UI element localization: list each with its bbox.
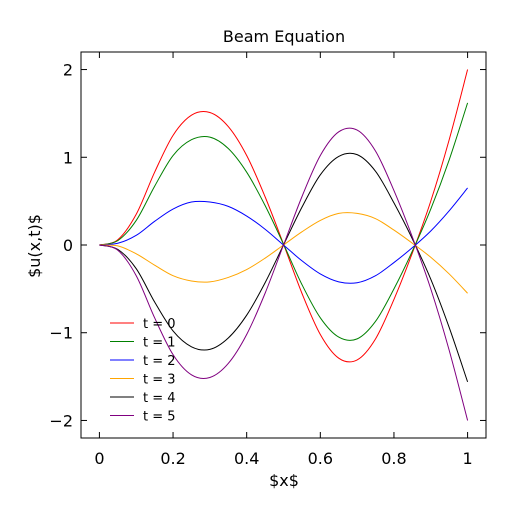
chart-title: Beam Equation <box>223 27 345 46</box>
x-tick-label: 0 <box>94 449 104 468</box>
y-tick-label: −1 <box>49 324 73 343</box>
legend-label: t = 5 <box>143 410 176 425</box>
legend-label: t = 1 <box>143 336 176 351</box>
y-axis: −2 −1 0 1 2 <box>49 61 486 430</box>
y-tick-label: 2 <box>63 61 73 80</box>
x-axis-label: $x$ <box>269 471 299 490</box>
legend: t = 0 t = 1 t = 2 t = 3 t = 4 t = 5 <box>110 317 176 425</box>
y-tick-label: 0 <box>63 236 73 255</box>
x-tick-label: 0.4 <box>234 449 259 468</box>
legend-label: t = 4 <box>143 391 176 406</box>
y-axis-label: $u(x,t)$ <box>25 214 44 278</box>
legend-label: t = 3 <box>143 373 176 388</box>
y-tick-label: −2 <box>49 411 73 430</box>
legend-label: t = 2 <box>143 354 176 369</box>
series-line-6 <box>99 127 469 421</box>
x-axis: 0 0.2 0.4 0.6 0.8 1 <box>94 52 473 468</box>
x-tick-label: 0.8 <box>381 449 406 468</box>
x-tick-label: 0.6 <box>308 449 333 468</box>
plot-area <box>99 69 469 421</box>
x-tick-label: 1 <box>462 449 472 468</box>
y-tick-label: 1 <box>63 148 73 167</box>
x-tick-label: 0.2 <box>160 449 185 468</box>
legend-label: t = 0 <box>143 317 176 332</box>
